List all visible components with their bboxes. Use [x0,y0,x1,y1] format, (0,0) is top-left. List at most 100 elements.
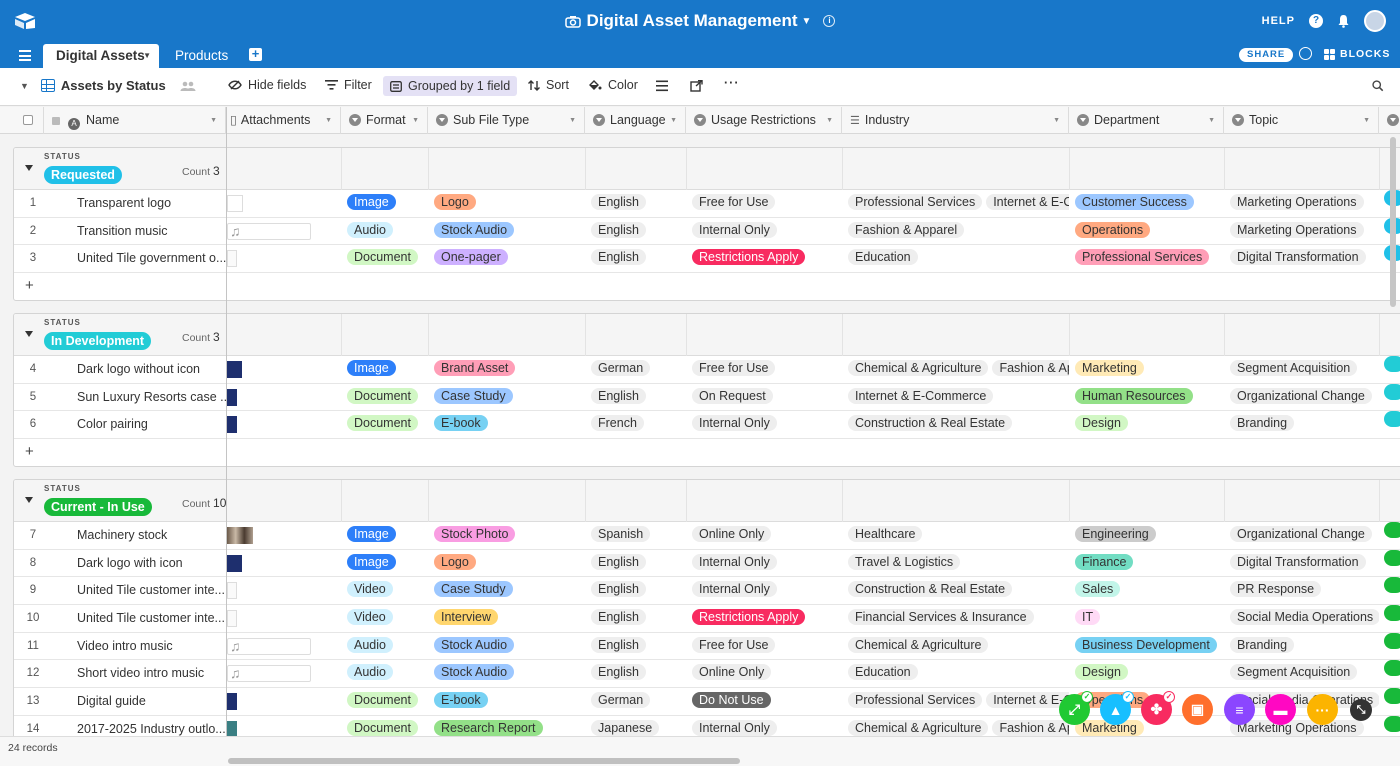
attachments-cell[interactable]: ♫ [227,660,342,687]
column-header-language[interactable]: Language ▼ [585,107,686,134]
add-tab-icon[interactable]: + [249,47,262,61]
base-title[interactable]: Digital Asset Management ▼ i [0,11,1400,31]
share-button[interactable]: SHARE [1239,48,1294,62]
audio-thumbnail[interactable]: ♫ [227,665,311,683]
column-header-name[interactable]: A Name ▼ [44,107,226,134]
table-row[interactable]: 6 Color pairing Document E-book French I… [14,411,1400,440]
sub-file-type-cell[interactable]: Stock Audio [428,660,585,687]
asset-name[interactable]: Digital guide [77,694,146,709]
attachments-cell[interactable] [227,411,342,438]
industry-cell[interactable]: Education [842,660,1069,687]
more-icon[interactable]: ··· [724,76,740,90]
asset-name[interactable]: Sun Luxury Resorts case ... [77,389,227,404]
column-header-usage-restrictions[interactable]: Usage Restrictions ▼ [686,107,842,134]
department-cell[interactable]: Professional Services [1069,245,1224,272]
document-thumbnail[interactable] [227,582,237,600]
sub-file-type-cell[interactable]: Case Study [428,577,585,604]
language-cell[interactable]: Japanese [585,716,686,736]
usage-cell[interactable]: Internal Only [686,577,842,604]
chevron-down-icon[interactable]: ▼ [1363,117,1370,124]
industry-cell[interactable]: Travel & Logistics [842,550,1069,577]
department-cell[interactable]: Customer Success [1069,190,1224,217]
topic-cell[interactable]: Branding [1224,411,1379,438]
usage-cell[interactable]: Do Not Use [686,688,842,715]
sub-file-type-cell[interactable]: Stock Photo [428,522,585,549]
column-header-topic[interactable]: Topic ▼ [1224,107,1379,134]
status-cell[interactable] [1379,411,1400,438]
sub-file-type-cell[interactable]: Logo [428,550,585,577]
table-row[interactable]: 7 Machinery stock Image Stock Photo Span… [14,522,1400,550]
asset-name[interactable]: Dark logo with icon [77,555,183,570]
language-cell[interactable]: German [585,688,686,715]
attachments-cell[interactable] [227,605,342,632]
industry-cell[interactable]: Construction & Real Estate [842,577,1069,604]
topic-cell[interactable]: Social Media Operations [1224,605,1379,632]
asset-name[interactable]: Color pairing [77,417,148,432]
table-row[interactable]: 1 Transparent logo Image Logo English Fr… [14,190,1400,218]
help-link[interactable]: HELP [1261,15,1295,27]
topic-cell[interactable]: Marketing Operations [1224,190,1379,217]
search-icon[interactable] [1371,80,1385,92]
language-cell[interactable]: English [585,384,686,411]
image-thumbnail[interactable] [227,527,253,544]
status-cell[interactable] [1379,356,1400,383]
format-cell[interactable]: Image [341,190,428,217]
attachments-cell[interactable] [227,245,342,272]
chevron-down-icon[interactable]: ▼ [670,117,677,124]
asset-name[interactable]: United Tile government o... [77,251,227,266]
document-thumbnail[interactable] [227,416,237,434]
status-cell[interactable] [1379,688,1400,715]
share-view-icon[interactable] [690,80,704,92]
sort-button[interactable]: Sort [528,78,569,92]
sub-file-type-cell[interactable]: One-pager [428,245,585,272]
select-all-checkbox[interactable] [0,107,44,134]
usage-cell[interactable]: Online Only [686,660,842,687]
usage-cell[interactable]: Internal Only [686,716,842,736]
chevron-down-icon[interactable]: ▼ [569,117,576,124]
industry-cell[interactable]: Internet & E-Commerce [842,384,1069,411]
document-thumbnail[interactable] [227,720,237,736]
attachments-cell[interactable] [227,356,342,383]
industry-cell[interactable]: Education [842,245,1069,272]
sub-file-type-cell[interactable]: E-book [428,688,585,715]
add-record-row[interactable]: + [14,273,1400,300]
table-row[interactable]: 10 United Tile customer inte... Video In… [14,605,1400,633]
usage-cell[interactable]: Restrictions Apply [686,605,842,632]
topic-cell[interactable]: Segment Acquisition [1224,660,1379,687]
column-header-status[interactable] [1379,107,1400,134]
asset-name[interactable]: Short video intro music [77,666,205,681]
color-button[interactable]: Color [588,78,638,92]
format-cell[interactable]: Audio [341,218,428,245]
attachments-cell[interactable] [227,550,342,577]
attachments-cell[interactable]: ♫ [227,218,342,245]
chevron-down-icon[interactable]: ▼ [143,51,151,60]
column-header-industry[interactable]: ☰ Industry ▼ [842,107,1069,134]
department-cell[interactable]: Finance [1069,550,1224,577]
status-cell[interactable] [1379,632,1400,660]
format-cell[interactable]: Video [341,577,428,604]
format-cell[interactable]: Document [341,384,428,411]
image-thumbnail[interactable] [227,554,242,572]
column-header-sub-file-type[interactable]: Sub File Type ▼ [428,107,585,134]
department-cell[interactable]: Marketing [1069,356,1224,383]
column-header-department[interactable]: Department ▼ [1069,107,1224,134]
format-cell[interactable]: Document [341,411,428,438]
image-thumbnail[interactable] [227,361,242,378]
shapes-app-button[interactable]: ▲ ✓ [1100,691,1134,725]
help-icon[interactable]: ? [1309,14,1323,28]
usage-cell[interactable]: Internal Only [686,218,842,245]
industry-cell[interactable]: Healthcare [842,522,1069,549]
status-cell[interactable] [1379,577,1400,604]
department-cell[interactable]: Design [1069,411,1224,438]
topic-cell[interactable]: Segment Acquisition [1224,356,1379,383]
audio-thumbnail[interactable]: ♫ [227,637,311,655]
format-cell[interactable]: Image [341,356,428,383]
list-app-button[interactable]: ≡ [1224,694,1255,725]
sub-file-type-cell[interactable]: Logo [428,190,585,217]
language-cell[interactable]: German [585,356,686,383]
chevron-down-icon[interactable]: ▼ [1053,117,1060,124]
department-cell[interactable]: Design [1069,660,1224,687]
document-thumbnail[interactable] [227,250,237,268]
